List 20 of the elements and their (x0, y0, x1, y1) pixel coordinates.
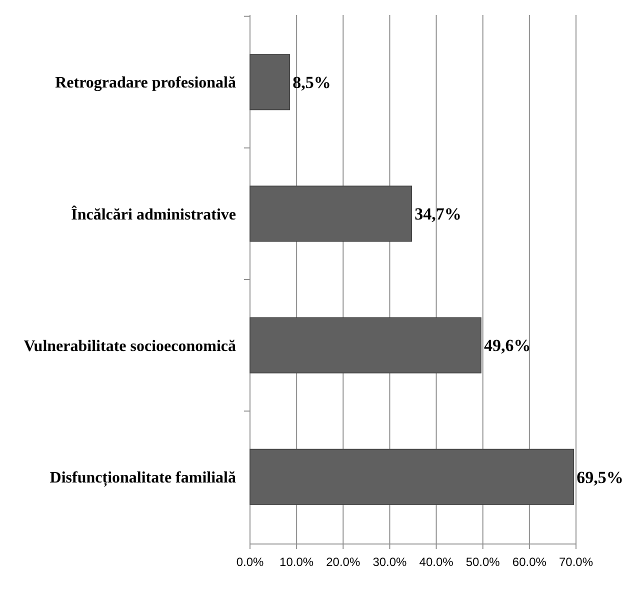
y-tick-label: Disfuncționalitate familială (50, 469, 236, 488)
bar (250, 186, 412, 242)
bar (250, 54, 290, 110)
y-tick-label: Vulnerabilitate socioeconomică (24, 338, 236, 355)
x-tick-label: 50.0% (466, 555, 500, 569)
x-tick-label: 10.0% (280, 555, 314, 569)
x-tick-label: 70.0% (558, 555, 594, 569)
x-tick-label: 40.0% (419, 555, 454, 569)
data-label: 34,7% (414, 204, 462, 224)
data-label: 69,5% (576, 468, 624, 487)
x-tick-label: 0.0% (236, 555, 264, 569)
x-tick-label: 60.0% (512, 555, 547, 569)
bar (250, 317, 482, 374)
x-tick-label: 30.0% (372, 555, 408, 569)
y-tick-label: Retrogradare profesională (55, 74, 236, 92)
y-tick-label: Încălcări administrative (71, 205, 236, 224)
bar (250, 448, 574, 505)
data-label: 49,6% (484, 336, 531, 356)
data-label: 8,5% (292, 73, 331, 92)
x-tick-label: 20.0% (326, 555, 360, 569)
